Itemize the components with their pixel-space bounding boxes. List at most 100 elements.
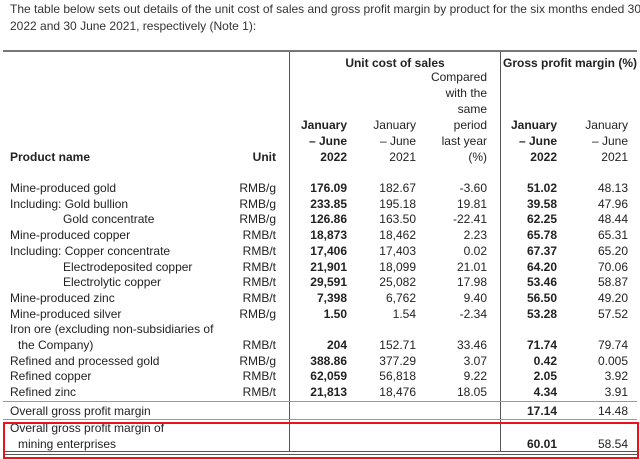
cell-value: 3.07 [463, 353, 487, 368]
product-name-cont: the Company) [18, 338, 94, 352]
header-col1-line: January [300, 118, 347, 132]
cell-value: 17.14 [526, 404, 557, 418]
cell-value: 53.28 [526, 306, 557, 321]
cell-value: 2.23 [463, 228, 487, 243]
product-name: Mine-produced zinc [10, 290, 115, 305]
cell-value: 65.31 [597, 228, 628, 243]
product-name: Mine-produced copper [10, 228, 131, 243]
cell-value: 19.81 [456, 196, 487, 211]
unit: RMB/g [239, 212, 276, 227]
unit: RMB/g [239, 353, 276, 368]
cell-value: 65.78 [526, 228, 557, 243]
unit: RMB/t [242, 385, 276, 400]
header-col5-line: – June [591, 134, 628, 148]
cell-value: 71.74 [526, 338, 557, 352]
product-name: Refined copper [10, 369, 92, 384]
product-name: Overall gross profit margin [10, 404, 151, 418]
header-product-name: Product name [10, 150, 91, 164]
cell-value: 18.05 [456, 385, 487, 400]
cell-value: 48.44 [597, 212, 628, 227]
product-name: Mine-produced silver [10, 306, 122, 321]
cell-value: 62,059 [310, 369, 347, 384]
cell-value: 14.48 [597, 404, 628, 418]
header-col4-line: – June [518, 134, 557, 148]
unit: RMB/t [242, 259, 276, 274]
cell-value: 17,403 [379, 243, 416, 258]
cell-value: 126.86 [310, 212, 347, 227]
header-col3-line: Compared [430, 70, 487, 84]
cell-value: 4.34 [533, 385, 557, 400]
cell-value: 3.92 [604, 369, 628, 384]
product-name: Electrolytic copper [63, 275, 162, 290]
cell-value: 152.71 [379, 338, 416, 352]
table-top-rule [3, 50, 637, 52]
product-name: Mine-produced gold [10, 181, 117, 195]
cell-value: 9.22 [463, 369, 487, 384]
cell-value: 9.40 [463, 290, 487, 305]
cell-value: 182.67 [379, 181, 416, 195]
header-col5-line: 2021 [601, 150, 628, 164]
cell-value: 21,813 [310, 385, 347, 400]
column-divider-2 [500, 52, 501, 452]
cell-value: 233.85 [310, 196, 347, 211]
cell-value: 377.29 [379, 353, 416, 368]
cell-value: 0.02 [463, 243, 487, 258]
header-col5-line: January [585, 118, 628, 132]
cell-value: 17,406 [310, 243, 347, 258]
unit: RMB/t [242, 243, 276, 258]
cell-value: 18,099 [379, 259, 416, 274]
cell-value: 57.52 [597, 306, 628, 321]
cell-value: 204 [326, 338, 347, 352]
header-col2-line: January [373, 118, 416, 132]
cell-value: 67.37 [526, 243, 557, 258]
cell-value: 21.01 [456, 259, 487, 274]
cell-value: 3.91 [604, 385, 628, 400]
cell-value: 176.09 [310, 181, 347, 195]
row-separator [3, 401, 637, 402]
cell-value: 70.06 [597, 259, 628, 274]
cell-value: 18,476 [379, 385, 416, 400]
cell-value: 64.20 [526, 259, 557, 274]
cell-value: 388.86 [310, 353, 347, 368]
product-name: Overall gross profit margin of [10, 421, 165, 435]
unit: RMB/t [242, 290, 276, 305]
unit: RMB/g [239, 306, 276, 321]
header-col4-line: January [510, 118, 557, 132]
product-name: Refined and processed gold [10, 353, 160, 368]
unit: RMB/t [242, 369, 276, 384]
product-name: Including: Gold bullion [10, 196, 129, 211]
cell-value: 29,591 [310, 275, 347, 290]
intro-text-line-1: The table below sets out details of the … [10, 2, 640, 16]
cell-value: 48.13 [597, 181, 628, 195]
cell-value: 0.005 [597, 353, 628, 368]
header-col3-line: (%) [468, 150, 487, 164]
cell-value: 53.46 [526, 275, 557, 290]
header-col2-line: – June [379, 134, 416, 148]
cell-value: 60.01 [526, 437, 557, 451]
header-col1-line: 2022 [320, 150, 347, 164]
cell-value: 58.54 [597, 437, 628, 451]
unit: RMB/t [242, 275, 276, 290]
cell-value: -3.60 [459, 181, 487, 195]
column-divider-1 [289, 52, 290, 452]
cell-value: 56,818 [379, 369, 416, 384]
header-col3-line: last year [441, 134, 487, 148]
cell-value: 56.50 [526, 290, 557, 305]
header-col4-line: 2022 [530, 150, 557, 164]
table-bottom-rule-2 [3, 454, 637, 455]
cell-value: 18,462 [379, 228, 416, 243]
cell-value: 33.46 [456, 338, 487, 352]
cell-value: 65.20 [597, 243, 628, 258]
cell-value: 2.05 [533, 369, 557, 384]
cell-value: 6,762 [385, 290, 416, 305]
cell-value: 195.18 [379, 196, 416, 211]
unit: RMB/g [239, 181, 276, 195]
cell-value: -2.34 [459, 306, 487, 321]
header-col2-line: 2021 [389, 150, 416, 164]
cell-value: 62.25 [526, 212, 557, 227]
cell-value: 39.58 [526, 196, 557, 211]
cell-value: 18,873 [310, 228, 347, 243]
row-separator [3, 419, 637, 420]
intro-text-line-2: 2022 and 30 June 2021, respectively (Not… [10, 19, 257, 33]
